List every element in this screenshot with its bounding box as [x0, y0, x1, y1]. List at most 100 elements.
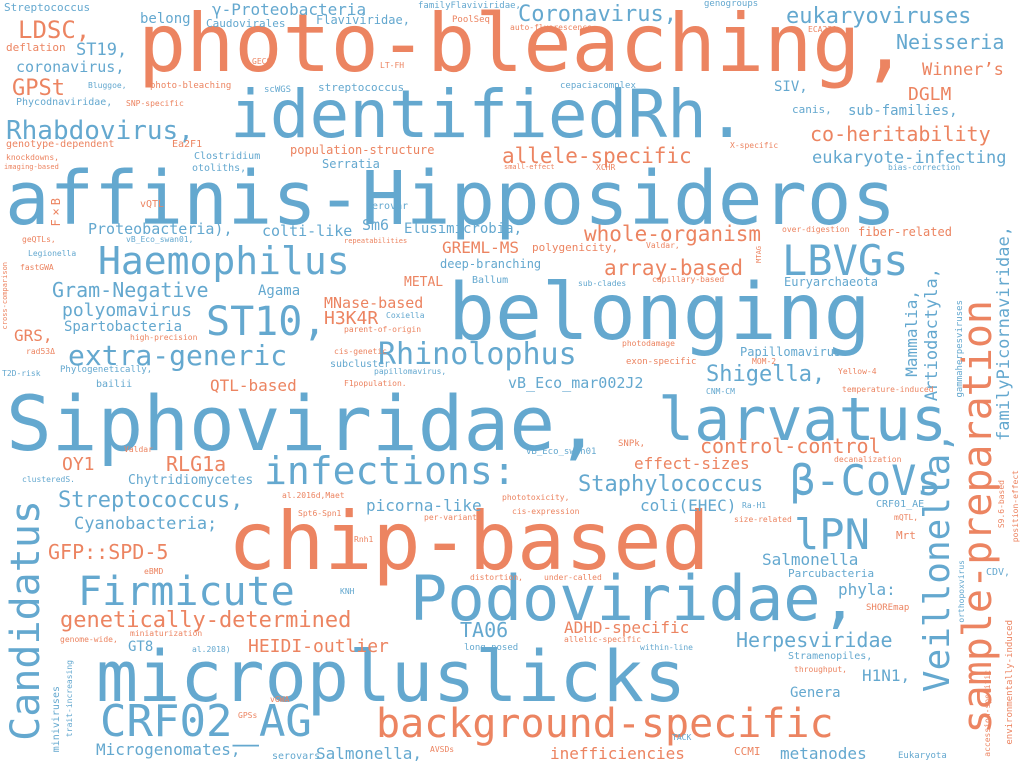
- word-under-called: under-called: [544, 573, 602, 582]
- word-caudovirales: Caudovirales: [206, 17, 286, 30]
- word-rlg1a: RLG1a: [166, 452, 227, 476]
- word-mom-2: MOM-2: [752, 357, 777, 366]
- word-spt6-spn1: Spt6-Spn1: [298, 509, 342, 518]
- word-photo-bleaching: photo-bleaching,: [138, 0, 909, 90]
- word-whole-organism: whole-organism: [584, 222, 762, 246]
- word-micropluslicks: micropluslicks: [96, 636, 687, 718]
- word-bailii: bailii: [96, 379, 133, 390]
- word-phycodnaviridae: Phycodnaviridae,: [16, 97, 113, 108]
- word-haemophilus: Haemophilus: [98, 239, 350, 283]
- word-microgenomates: Microgenomates,: [96, 740, 241, 759]
- word-proteobacteria: Proteobacteria),: [88, 220, 233, 238]
- word-miniaturization: miniaturization: [130, 629, 203, 638]
- word-belong: belong: [140, 11, 191, 27]
- word-distortion: distortion,: [470, 573, 523, 582]
- word-familyflaviviridae: familyFlaviviridae,: [418, 1, 521, 11]
- word-deep-branching: deep-branching: [440, 257, 542, 271]
- word-artiodactyla: Artiodactyla,: [922, 268, 942, 402]
- word-oy1: OY1: [62, 454, 95, 475]
- word-xchr: XCHR: [596, 163, 616, 172]
- word-cepaciacomplex: cepaciacomplex: [560, 81, 636, 91]
- word-herpesviridae: Herpesviridae: [736, 628, 893, 652]
- word-grs: GRS,: [14, 326, 53, 345]
- word-ra-h1: Ra-H1: [742, 501, 767, 510]
- word-belonging: belonging: [448, 268, 871, 358]
- word-t2d-risk: T2D-risk: [2, 369, 41, 378]
- word-candidatus: Candidatus: [3, 500, 49, 741]
- word-mammalia: Mammalia,: [902, 290, 921, 377]
- word-coli-ehec: coli(EHEC): [640, 496, 737, 515]
- word-cross-comparison: cross-comparison: [1, 262, 9, 330]
- word-eukaryoviruses: eukaryoviruses: [786, 4, 972, 29]
- word-papillomavirus: Papillomavirus: [740, 345, 842, 359]
- word-ccmi: CCMI: [734, 745, 761, 758]
- word-coronavirus-cap: Coronavirus,: [518, 2, 677, 27]
- word-knockdowns: knockdowns,: [6, 153, 59, 162]
- word-serovars: serovars: [272, 751, 321, 762]
- word-extra-generic: extra-generic: [68, 339, 288, 372]
- word-chytridiomycetes: Chytridiomycetes: [128, 473, 254, 488]
- word-euryarchaeota: Euryarchaeota: [784, 275, 878, 289]
- word-long-nosed: long-nosed: [464, 643, 519, 653]
- word-capillary-based: capillary-based: [652, 275, 725, 284]
- word-snpk: SNPk,: [618, 439, 646, 449]
- word-canis: canis,: [792, 103, 832, 116]
- word-lt-fh: LT-FH: [380, 61, 405, 70]
- word-rnh1: Rnh1: [354, 535, 374, 544]
- word-rad53: rad53Δ: [26, 347, 55, 356]
- word-fastgwa: fastGWA: [20, 263, 54, 272]
- word-cnm-cm: CNM-CM: [706, 387, 735, 396]
- word-imaging-based: imaging-based: [4, 163, 59, 171]
- word-lbvgs: LBVGs: [782, 236, 909, 285]
- word-auto-fluorescence: auto-fluorescence,: [510, 23, 597, 32]
- word-vgwa: vGWA: [270, 695, 290, 704]
- word-temperature-induced: temperature-induced: [842, 385, 934, 394]
- word-gt8: GT8: [128, 639, 154, 655]
- word-poolseq: PoolSeq: [452, 15, 490, 25]
- word-mqtl: mQTL,: [894, 513, 919, 522]
- word-subcluster: subcluster: [330, 359, 391, 370]
- word-accession-specific: accession-specific: [983, 670, 992, 757]
- word-effect-sizes: effect-sizes: [634, 454, 750, 473]
- word-al2016d-maet: al.2016d,Maet: [282, 491, 345, 500]
- word-bias-correction: bias-correction: [888, 163, 961, 172]
- word-yellow-4: Yellow-4: [838, 367, 877, 376]
- word-cis-genetic: cis-genetic: [334, 347, 387, 356]
- word-al2018: al.2018): [192, 645, 231, 654]
- word-mnase-based: MNase-based: [324, 294, 424, 312]
- word-genera: Genera: [790, 685, 841, 701]
- word-st19: ST19,: [76, 40, 128, 60]
- word-co-heritability: co-heritability: [810, 122, 991, 146]
- word-photodamage: photodamage: [622, 339, 675, 348]
- word-gram-negative: Gram-Negative: [52, 278, 209, 302]
- word-orthopoxvirus: orthopoxvirus: [957, 560, 966, 623]
- word-eukaryota: Eukaryota: [898, 751, 947, 761]
- word-snp-specific: SNP-specific: [126, 99, 184, 108]
- word-size-related: size-related: [734, 515, 792, 524]
- word-otoliths: otoliths,: [192, 163, 247, 174]
- word-genome-wide: genome-wide,: [60, 635, 118, 644]
- word-scwgs: scWGS: [264, 85, 292, 95]
- word-flaviviridae: Flaviviridae,: [316, 13, 410, 27]
- word-chip-based: chip-based: [228, 495, 710, 588]
- word-mrt: Mrt: [896, 529, 916, 542]
- word-st10: ST10,: [206, 299, 327, 345]
- word-f1population: F1population.: [344, 379, 407, 388]
- word-over-digestion: over-digestion: [782, 225, 850, 234]
- word-gamma-proteobacteria: γ-Proteobacteria: [212, 0, 367, 19]
- word-environmentally-induced: environmentally-induced: [1005, 620, 1015, 745]
- word-tack: TACK: [672, 733, 692, 742]
- word-polyomavirus: polyomavirus: [62, 300, 193, 321]
- word-dglm: DGLM: [908, 84, 952, 105]
- word-parent-of-origin: parent-of-origin: [344, 325, 422, 334]
- word-throughput: throughput,: [794, 665, 847, 674]
- word-siv: SIV,: [774, 79, 808, 95]
- word-larvatus: larvatus: [658, 385, 947, 455]
- word-eukaryote-infecting: eukaryote-infecting: [812, 148, 1007, 168]
- word-exon-specific: exon-specific: [626, 357, 697, 367]
- word-sub-families: sub-families,: [848, 103, 958, 119]
- word-vb-eco-swan01-comma: vB_Eco_swan01,: [126, 235, 194, 244]
- word-rhinolophus: Rhinolophus: [378, 337, 577, 372]
- word-shigella: Shigella,: [706, 362, 826, 387]
- word-valdar: Valdar: [124, 445, 153, 454]
